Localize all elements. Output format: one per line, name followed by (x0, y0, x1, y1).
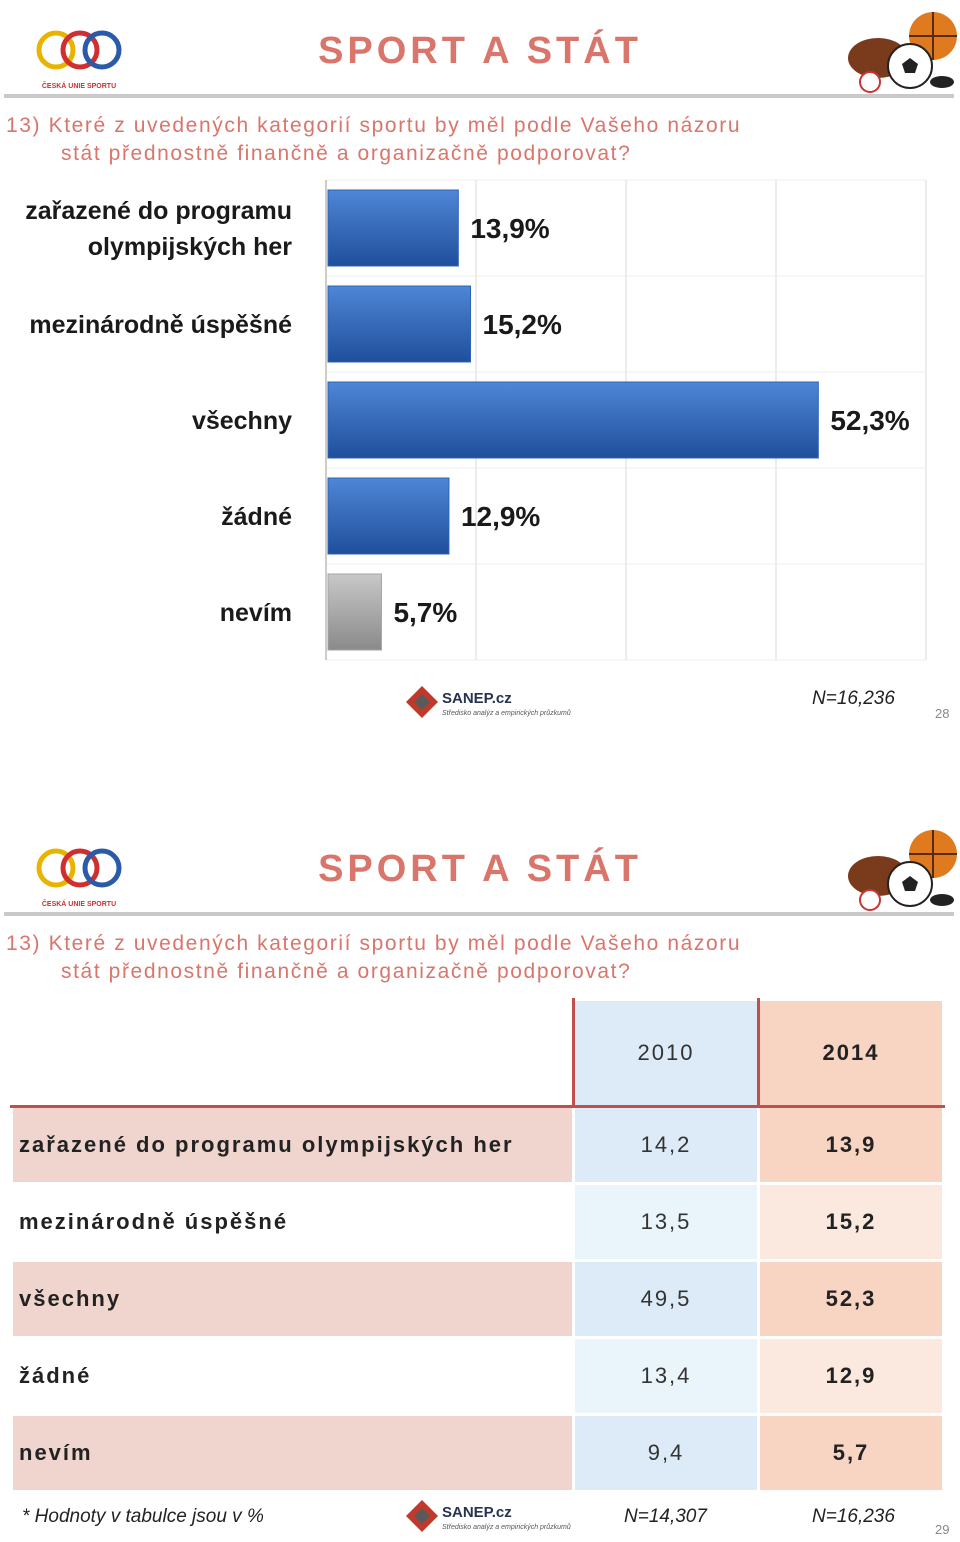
table-row: mezinárodně úspěšné 13,5 15,2 (10, 1182, 945, 1262)
bar-chart: 13,9% zařazené do programu olympijských he… (25, 179, 927, 661)
slide-table: ČESKÁ UNIE SPORTU SPORT A STÁT 13) Které… (0, 818, 960, 1542)
bar-value-label: 52,3% (830, 405, 909, 436)
question-line-1: 13) Které z uvedených kategorií sportu b… (6, 114, 742, 137)
header-rule (4, 94, 954, 98)
value-2010: 9,4 (572, 1413, 760, 1493)
table-row: všechny 49,5 52,3 (10, 1259, 945, 1339)
category-label: žádné (221, 503, 292, 531)
row-label: nevím (10, 1413, 575, 1493)
table-row: zařazené do programu olympijských her 14… (10, 1105, 945, 1185)
question-text: 13) Které z uvedených kategorií sportu b… (6, 930, 946, 986)
value-2014: 15,2 (757, 1182, 945, 1262)
sample-size-2014: N=16,236 (812, 1506, 895, 1527)
question-line-2: stát přednostně finančně a organizačně p… (61, 960, 632, 983)
sanep-logo: SANEP.cz Středisko analýz a empirických … (404, 684, 571, 728)
bar (327, 285, 471, 363)
value-2010: 14,2 (572, 1105, 760, 1185)
row-label: žádné (10, 1336, 575, 1416)
value-2014: 52,3 (757, 1259, 945, 1339)
table-header-row: 2010 2014 (10, 998, 945, 1108)
footnote: * Hodnoty v tabulce jsou v % (22, 1506, 264, 1527)
bar (327, 381, 819, 459)
bar-value-label: 15,2% (483, 309, 562, 340)
header-rule (4, 912, 954, 916)
sanep-mark-icon (406, 686, 438, 718)
row-label: zařazené do programu olympijských her (10, 1105, 575, 1185)
value-2014: 13,9 (757, 1105, 945, 1185)
question-line-2: stát přednostně finančně a organizačně p… (61, 142, 632, 165)
category-label: nevím (220, 599, 292, 627)
slide-title: SPORT A STÁT (318, 30, 642, 72)
category-label: všechny (192, 407, 292, 435)
logo-label: ČESKÁ UNIE SPORTU (42, 899, 116, 908)
table-row: žádné 13,4 12,9 (10, 1336, 945, 1416)
header-2014: 2014 (757, 998, 945, 1108)
sample-size-2010: N=14,307 (624, 1506, 707, 1527)
sport-balls-icon (848, 12, 957, 93)
question-line-1: 13) Které z uvedených kategorií sportu b… (6, 932, 742, 955)
bar (327, 189, 459, 267)
table-row: nevím 9,4 5,7 (10, 1413, 945, 1493)
slide-chart: ČESKÁ UNIE SPORTU SPORT A STÁT 13) Které… (0, 0, 960, 740)
ceska-unie-sportu-logo: ČESKÁ UNIE SPORTU (36, 848, 122, 908)
question-text: 13) Které z uvedených kategorií sportu b… (6, 112, 946, 168)
header-empty (10, 998, 575, 1108)
ceska-unie-sportu-logo: ČESKÁ UNIE SPORTU (36, 30, 122, 90)
sanep-tagline: Středisko analýz a empirických průzkumů (442, 710, 571, 717)
value-2010: 49,5 (572, 1259, 760, 1339)
sample-size: N=16,236 (812, 688, 895, 709)
sanep-name: SANEP.cz (442, 1504, 512, 1521)
bar-value-label: 12,9% (461, 501, 540, 532)
category-label: mezinárodně úspěšné (29, 311, 292, 339)
comparison-table: 2010 2014 zařazené do programu olympijsk… (10, 998, 945, 1493)
bar (327, 573, 382, 651)
sanep-logo: SANEP.cz Středisko analýz a empirických … (404, 1498, 571, 1542)
row-label: všechny (10, 1259, 575, 1339)
bar-value-label: 13,9% (470, 213, 549, 244)
value-2014: 5,7 (757, 1413, 945, 1493)
header-2010: 2010 (572, 998, 760, 1108)
bar-value-label: 5,7% (393, 597, 457, 628)
bar (327, 477, 450, 555)
value-2014: 12,9 (757, 1336, 945, 1416)
sanep-name: SANEP.cz (442, 690, 512, 707)
sanep-mark-icon (406, 1500, 438, 1532)
sport-balls-icon (848, 830, 957, 911)
category-label: olympijských her (88, 233, 293, 261)
row-label: mezinárodně úspěšné (10, 1182, 575, 1262)
value-2010: 13,5 (572, 1182, 760, 1262)
slide-title: SPORT A STÁT (318, 848, 642, 890)
page-number: 28 (935, 706, 950, 721)
logo-label: ČESKÁ UNIE SPORTU (42, 81, 116, 90)
page-number: 29 (935, 1522, 950, 1537)
sanep-tagline: Středisko analýz a empirických průzkumů (442, 1524, 571, 1531)
value-2010: 13,4 (572, 1336, 760, 1416)
category-label: zařazené do programu (25, 197, 292, 225)
